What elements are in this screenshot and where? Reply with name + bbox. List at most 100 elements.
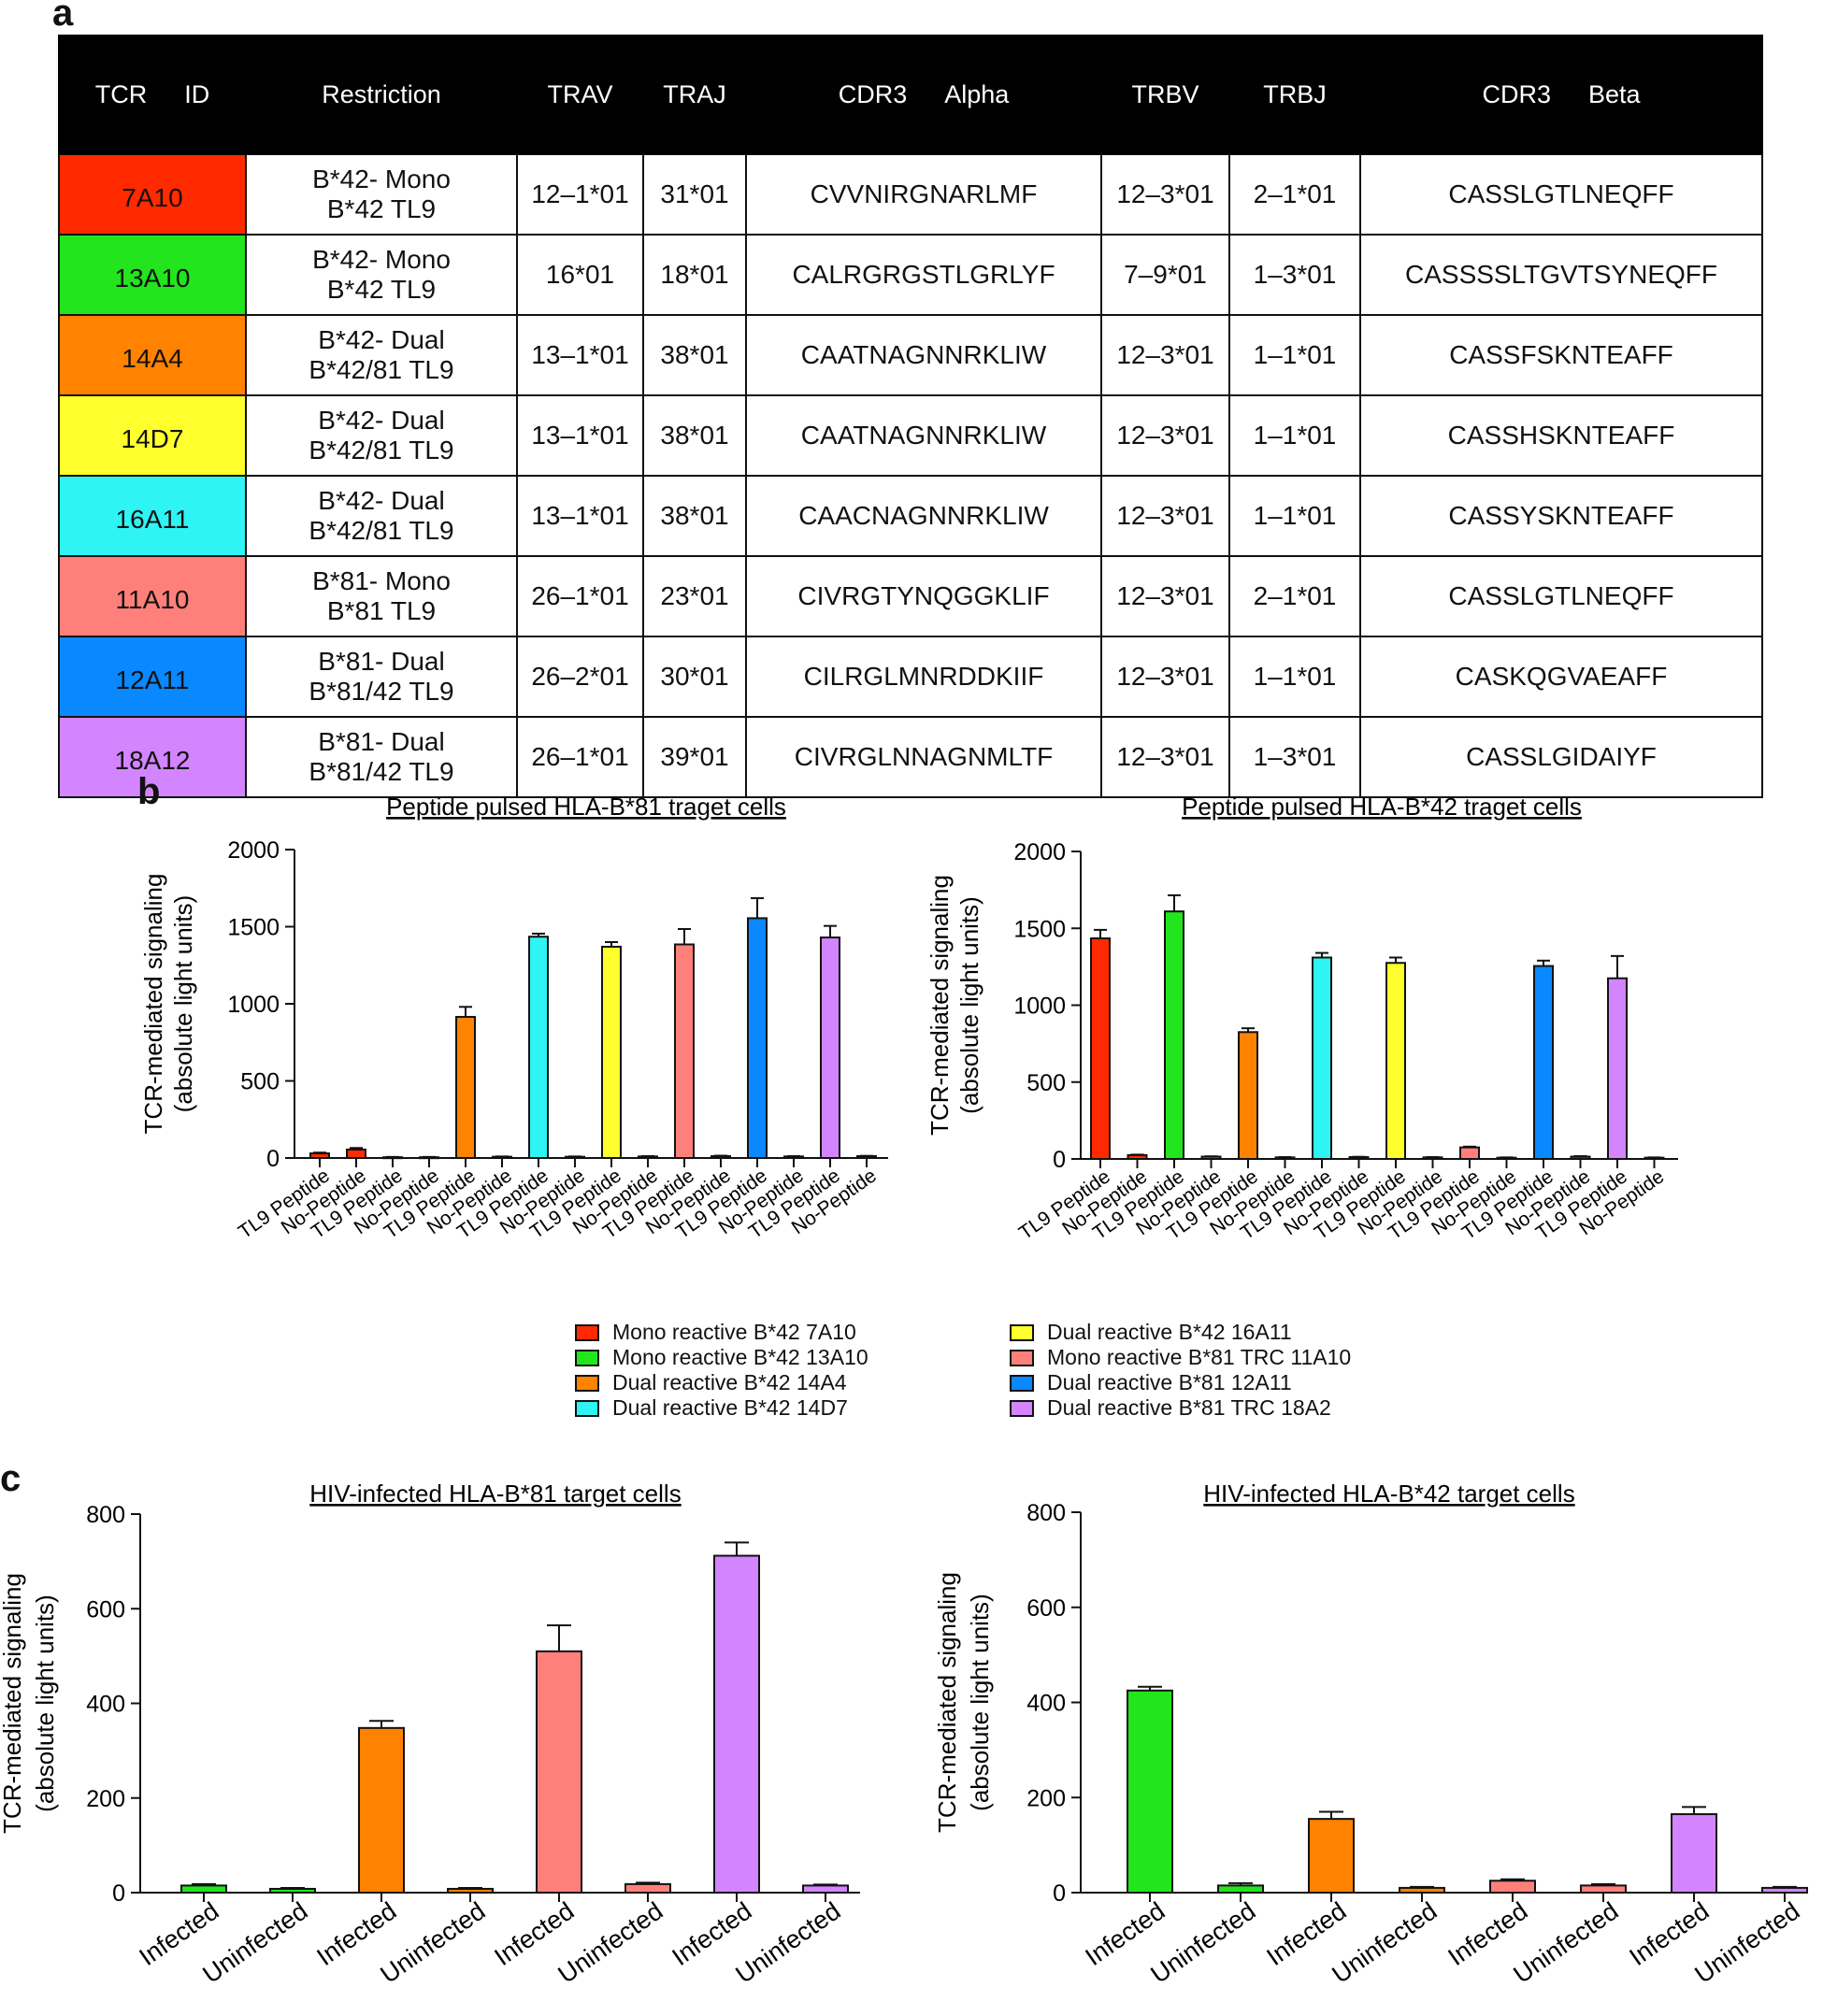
restriction-line-1: B*81- Dual (318, 726, 445, 756)
legend-swatch (575, 1349, 599, 1366)
cdr3b-cell: CASSLGTLNEQFF (1359, 153, 1763, 236)
cdr3a-cell: CAATNAGNNRKLIW (745, 394, 1102, 477)
cdr3a-cell: CIVRGLNNAGNMLTF (745, 716, 1102, 798)
table-row: 7A10 B*42- Mono B*42 TL9 12–1*01 31*01 CVVNIR… (58, 153, 1763, 236)
header-trbj: TRBJ (1228, 35, 1361, 155)
bar (601, 945, 622, 1159)
trav-cell: 16*01 (516, 234, 644, 316)
bar (1308, 1818, 1355, 1894)
trbv-cell: 7–9*01 (1100, 234, 1230, 316)
restriction-cell: B*81- Dual B*81/42 TL9 (245, 636, 518, 718)
trbv-cell: 12–3*01 (1100, 555, 1230, 637)
legend-label: Dual reactive B*81 12A11 (1047, 1370, 1292, 1394)
tcr-id-cell: 12A11 (58, 636, 247, 718)
table-row: 16A11 B*42- Dual B*42/81 TL9 13–1*01 38*01 CA… (58, 475, 1763, 557)
cdr3b-cell: CASSHSKNTEAFF (1359, 394, 1763, 477)
y-tick-label: 600 (1026, 1595, 1066, 1622)
bar (747, 917, 768, 1160)
bar (1580, 1884, 1627, 1894)
panel-label-b: b (137, 771, 161, 812)
bar (1761, 1886, 1808, 1894)
legend-label: Mono reactive B*42 7A10 (612, 1320, 856, 1344)
restriction-line-1: B*81- Mono (312, 565, 451, 595)
y-tick-label: 200 (86, 1786, 125, 1812)
legend-label: Mono reactive B*42 13A10 (612, 1345, 868, 1369)
y-tick-label: 500 (240, 1069, 280, 1095)
y-axis-label: TCR-mediated signaling (933, 1572, 961, 1833)
trbj-cell: 1–1*01 (1228, 636, 1361, 718)
y-axis-label: (absolute light units) (955, 896, 983, 1114)
tcr-id-cell: 13A10 (58, 234, 247, 316)
y-tick-label: 200 (1026, 1785, 1066, 1811)
bar (1127, 1689, 1173, 1894)
cdr3b-cell: CASSLGIDAIYF (1359, 716, 1763, 798)
cdr3a-cell: CAACNAGNNRKLIW (745, 475, 1102, 557)
tcr-id-cell: 16A11 (58, 475, 247, 557)
chart-peptide-b81: Peptide pulsed HLA-B*81 traget cells TCR-… (139, 793, 888, 1243)
trbv-cell: 12–3*01 (1100, 636, 1230, 718)
traj-cell: 39*01 (642, 716, 747, 798)
trbv-cell: 12–3*01 (1100, 475, 1230, 557)
traj-cell: 38*01 (642, 314, 747, 396)
restriction-line-1: B*42- Dual (318, 324, 445, 354)
table-row: 18A12 B*81- Dual B*81/42 TL9 26–1*01 39*01 CI… (58, 716, 1763, 798)
trav-cell: 12–1*01 (516, 153, 644, 236)
y-axis-label: (absolute light units) (966, 1594, 994, 1811)
legend-swatch (575, 1323, 599, 1341)
table-header-row: TCR ID Restriction TRAV TRAJ CDR3 Alpha TR… (58, 35, 1763, 155)
y-tick-label: 1000 (1013, 994, 1066, 1020)
chart-hiv-b81: HIV-infected HLA-B*81 target cells TCR-me… (0, 1480, 860, 1989)
y-tick-label: 0 (1053, 1880, 1066, 1907)
trav-cell: 13–1*01 (516, 394, 644, 477)
tcr-id-cell: 14D7 (58, 394, 247, 477)
y-tick-label: 2000 (1013, 839, 1066, 865)
restriction-line-2: B*42/81 TL9 (309, 516, 454, 545)
restriction-line-1: B*42- Mono (312, 244, 451, 274)
traj-cell: 38*01 (642, 394, 747, 477)
legend-item: Mono reactive B*42 13A10 (575, 1345, 868, 1370)
tcr-id-cell: 11A10 (58, 555, 247, 637)
bar (455, 1016, 476, 1159)
restriction-line-1: B*81- Dual (318, 646, 445, 676)
panel-label-a: a (52, 0, 74, 34)
bar (1489, 1880, 1536, 1894)
y-axis-label: TCR-mediated signaling (139, 874, 167, 1135)
trbj-cell: 2–1*01 (1228, 153, 1361, 236)
restriction-line-2: B*42/81 TL9 (309, 436, 454, 465)
bar (309, 1152, 330, 1159)
traj-cell: 18*01 (642, 234, 747, 316)
bar (1127, 1153, 1148, 1161)
chart-title: HIV-infected HLA-B*42 target cells (1203, 1480, 1574, 1508)
header-trbv: TRBV (1100, 35, 1230, 155)
trav-cell: 26–1*01 (516, 555, 644, 637)
chart-hiv-b42: HIV-infected HLA-B*42 target cells TCR-me… (933, 1480, 1808, 1989)
cdr3b-cell: CASSYSKNTEAFF (1359, 475, 1763, 557)
restriction-line-1: B*42- Mono (312, 164, 451, 193)
y-axis-label: TCR-mediated signaling (926, 875, 954, 1136)
bar (1238, 1031, 1258, 1160)
header-tcr-id: TCR ID (58, 35, 247, 155)
legend-swatch (1010, 1374, 1034, 1392)
y-tick-label: 1500 (1013, 916, 1066, 942)
traj-cell: 38*01 (642, 475, 747, 557)
trav-cell: 26–1*01 (516, 716, 644, 798)
bar (802, 1884, 849, 1894)
y-tick-label: 400 (86, 1692, 125, 1718)
y-tick-label: 800 (1026, 1500, 1066, 1526)
cdr3b-cell: CASSFSKNTEAFF (1359, 314, 1763, 396)
tcr-id-cell: 18A12 (58, 716, 247, 798)
chart-title: Peptide pulsed HLA-B*42 traget cells (1182, 793, 1582, 821)
bar (713, 1554, 760, 1894)
bar (447, 1887, 494, 1894)
trbj-cell: 1–3*01 (1228, 234, 1361, 316)
trbv-cell: 12–3*01 (1100, 314, 1230, 396)
trav-cell: 13–1*01 (516, 475, 644, 557)
trbv-cell: 12–3*01 (1100, 153, 1230, 236)
restriction-line-1: B*42- Dual (318, 485, 445, 515)
y-tick-label: 500 (1026, 1070, 1066, 1096)
bar (346, 1148, 366, 1159)
chart-title: HIV-infected HLA-B*81 target cells (309, 1480, 681, 1508)
bar (1217, 1884, 1264, 1894)
traj-cell: 23*01 (642, 555, 747, 637)
y-axis-label: TCR-mediated signaling (0, 1573, 26, 1834)
